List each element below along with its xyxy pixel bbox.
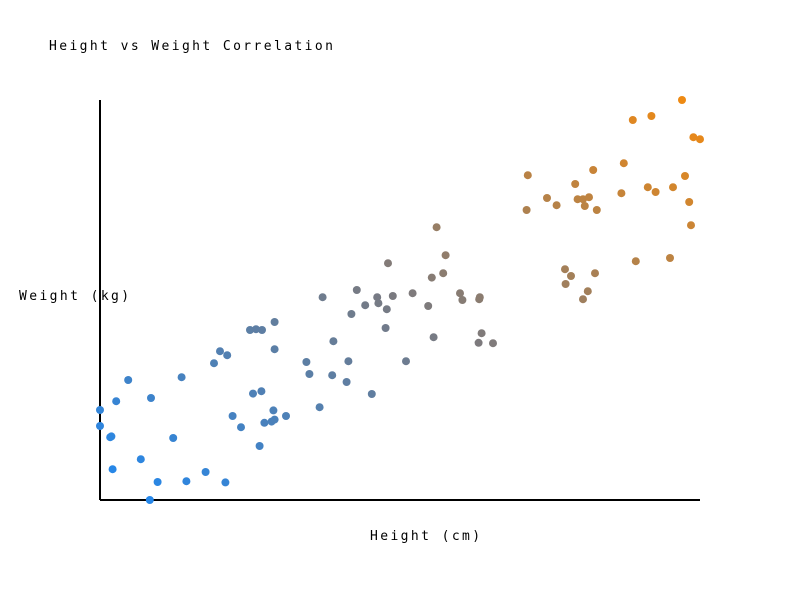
data-point bbox=[373, 293, 382, 302]
data-point bbox=[305, 370, 314, 378]
data-point bbox=[201, 468, 210, 476]
data-point bbox=[617, 189, 626, 198]
data-point bbox=[580, 202, 589, 210]
data-point bbox=[136, 455, 145, 464]
data-point bbox=[382, 305, 391, 314]
data-point bbox=[523, 171, 532, 180]
data-point bbox=[669, 183, 677, 192]
data-point bbox=[441, 251, 450, 260]
data-point bbox=[643, 183, 652, 192]
data-point bbox=[591, 269, 599, 278]
data-point bbox=[246, 326, 254, 334]
data-point bbox=[429, 333, 438, 342]
data-point bbox=[522, 206, 531, 214]
data-point bbox=[169, 434, 178, 442]
data-point bbox=[315, 403, 324, 412]
data-point bbox=[651, 188, 660, 196]
data-point bbox=[589, 166, 598, 174]
data-point bbox=[108, 465, 117, 474]
data-point bbox=[681, 172, 689, 180]
data-point bbox=[107, 432, 116, 441]
data-point bbox=[432, 223, 441, 232]
data-point bbox=[270, 415, 279, 424]
data-point bbox=[328, 371, 337, 380]
data-point bbox=[477, 329, 486, 338]
data-point bbox=[112, 397, 121, 406]
data-point bbox=[182, 477, 191, 486]
data-point bbox=[249, 389, 257, 398]
data-point bbox=[647, 112, 656, 120]
data-point bbox=[282, 412, 290, 420]
data-point bbox=[347, 310, 356, 318]
data-point bbox=[561, 280, 570, 288]
data-point bbox=[96, 406, 104, 414]
data-point bbox=[696, 135, 704, 144]
data-point bbox=[689, 133, 698, 142]
data-point bbox=[255, 442, 264, 450]
data-point bbox=[388, 292, 397, 300]
data-point bbox=[402, 357, 410, 366]
x-axis-label: Height (cm) bbox=[370, 529, 483, 544]
data-point bbox=[147, 394, 155, 402]
data-point bbox=[329, 337, 338, 346]
data-point bbox=[221, 478, 230, 487]
data-point bbox=[561, 265, 569, 274]
data-point bbox=[592, 206, 601, 214]
data-point bbox=[252, 325, 260, 334]
data-point bbox=[361, 301, 370, 310]
data-point bbox=[619, 159, 628, 168]
data-point bbox=[210, 359, 218, 368]
data-point bbox=[678, 96, 686, 104]
data-point bbox=[475, 293, 484, 302]
data-point bbox=[145, 496, 154, 504]
chart-title: Height vs Weight Correlation bbox=[49, 39, 335, 54]
data-point bbox=[352, 286, 361, 294]
data-point bbox=[318, 293, 327, 302]
data-point bbox=[571, 180, 580, 188]
data-point bbox=[381, 324, 390, 332]
data-point bbox=[474, 338, 483, 347]
data-point bbox=[687, 221, 695, 230]
data-point bbox=[424, 302, 433, 310]
y-axis-label: Weight (kg) bbox=[19, 289, 132, 304]
data-point bbox=[260, 418, 269, 427]
data-point bbox=[237, 423, 245, 432]
data-point bbox=[489, 339, 497, 348]
data-point bbox=[628, 116, 637, 124]
data-point bbox=[228, 412, 237, 420]
data-points bbox=[96, 96, 704, 504]
data-point bbox=[439, 269, 448, 278]
data-point bbox=[344, 357, 353, 366]
data-point bbox=[270, 345, 279, 354]
data-point bbox=[367, 390, 376, 398]
data-point bbox=[257, 387, 266, 396]
data-point bbox=[96, 422, 104, 430]
data-point bbox=[567, 272, 575, 280]
data-point bbox=[342, 378, 351, 386]
data-point bbox=[374, 299, 383, 308]
data-point bbox=[223, 351, 232, 360]
data-point bbox=[583, 287, 592, 296]
data-point bbox=[543, 194, 551, 202]
data-point bbox=[552, 201, 561, 210]
data-point bbox=[456, 289, 464, 298]
data-point bbox=[666, 254, 674, 262]
data-point bbox=[384, 259, 392, 268]
data-point bbox=[302, 358, 311, 366]
data-point bbox=[177, 373, 186, 382]
data-point bbox=[269, 406, 278, 415]
data-point bbox=[216, 347, 224, 356]
data-point bbox=[153, 478, 162, 486]
data-point bbox=[270, 318, 279, 326]
data-point bbox=[427, 273, 436, 282]
data-point bbox=[258, 326, 266, 334]
data-point bbox=[631, 257, 640, 266]
data-point bbox=[458, 296, 467, 304]
data-point bbox=[579, 295, 587, 304]
data-point bbox=[685, 198, 694, 206]
data-point bbox=[585, 193, 593, 202]
data-point bbox=[408, 289, 417, 298]
data-point bbox=[124, 376, 133, 384]
